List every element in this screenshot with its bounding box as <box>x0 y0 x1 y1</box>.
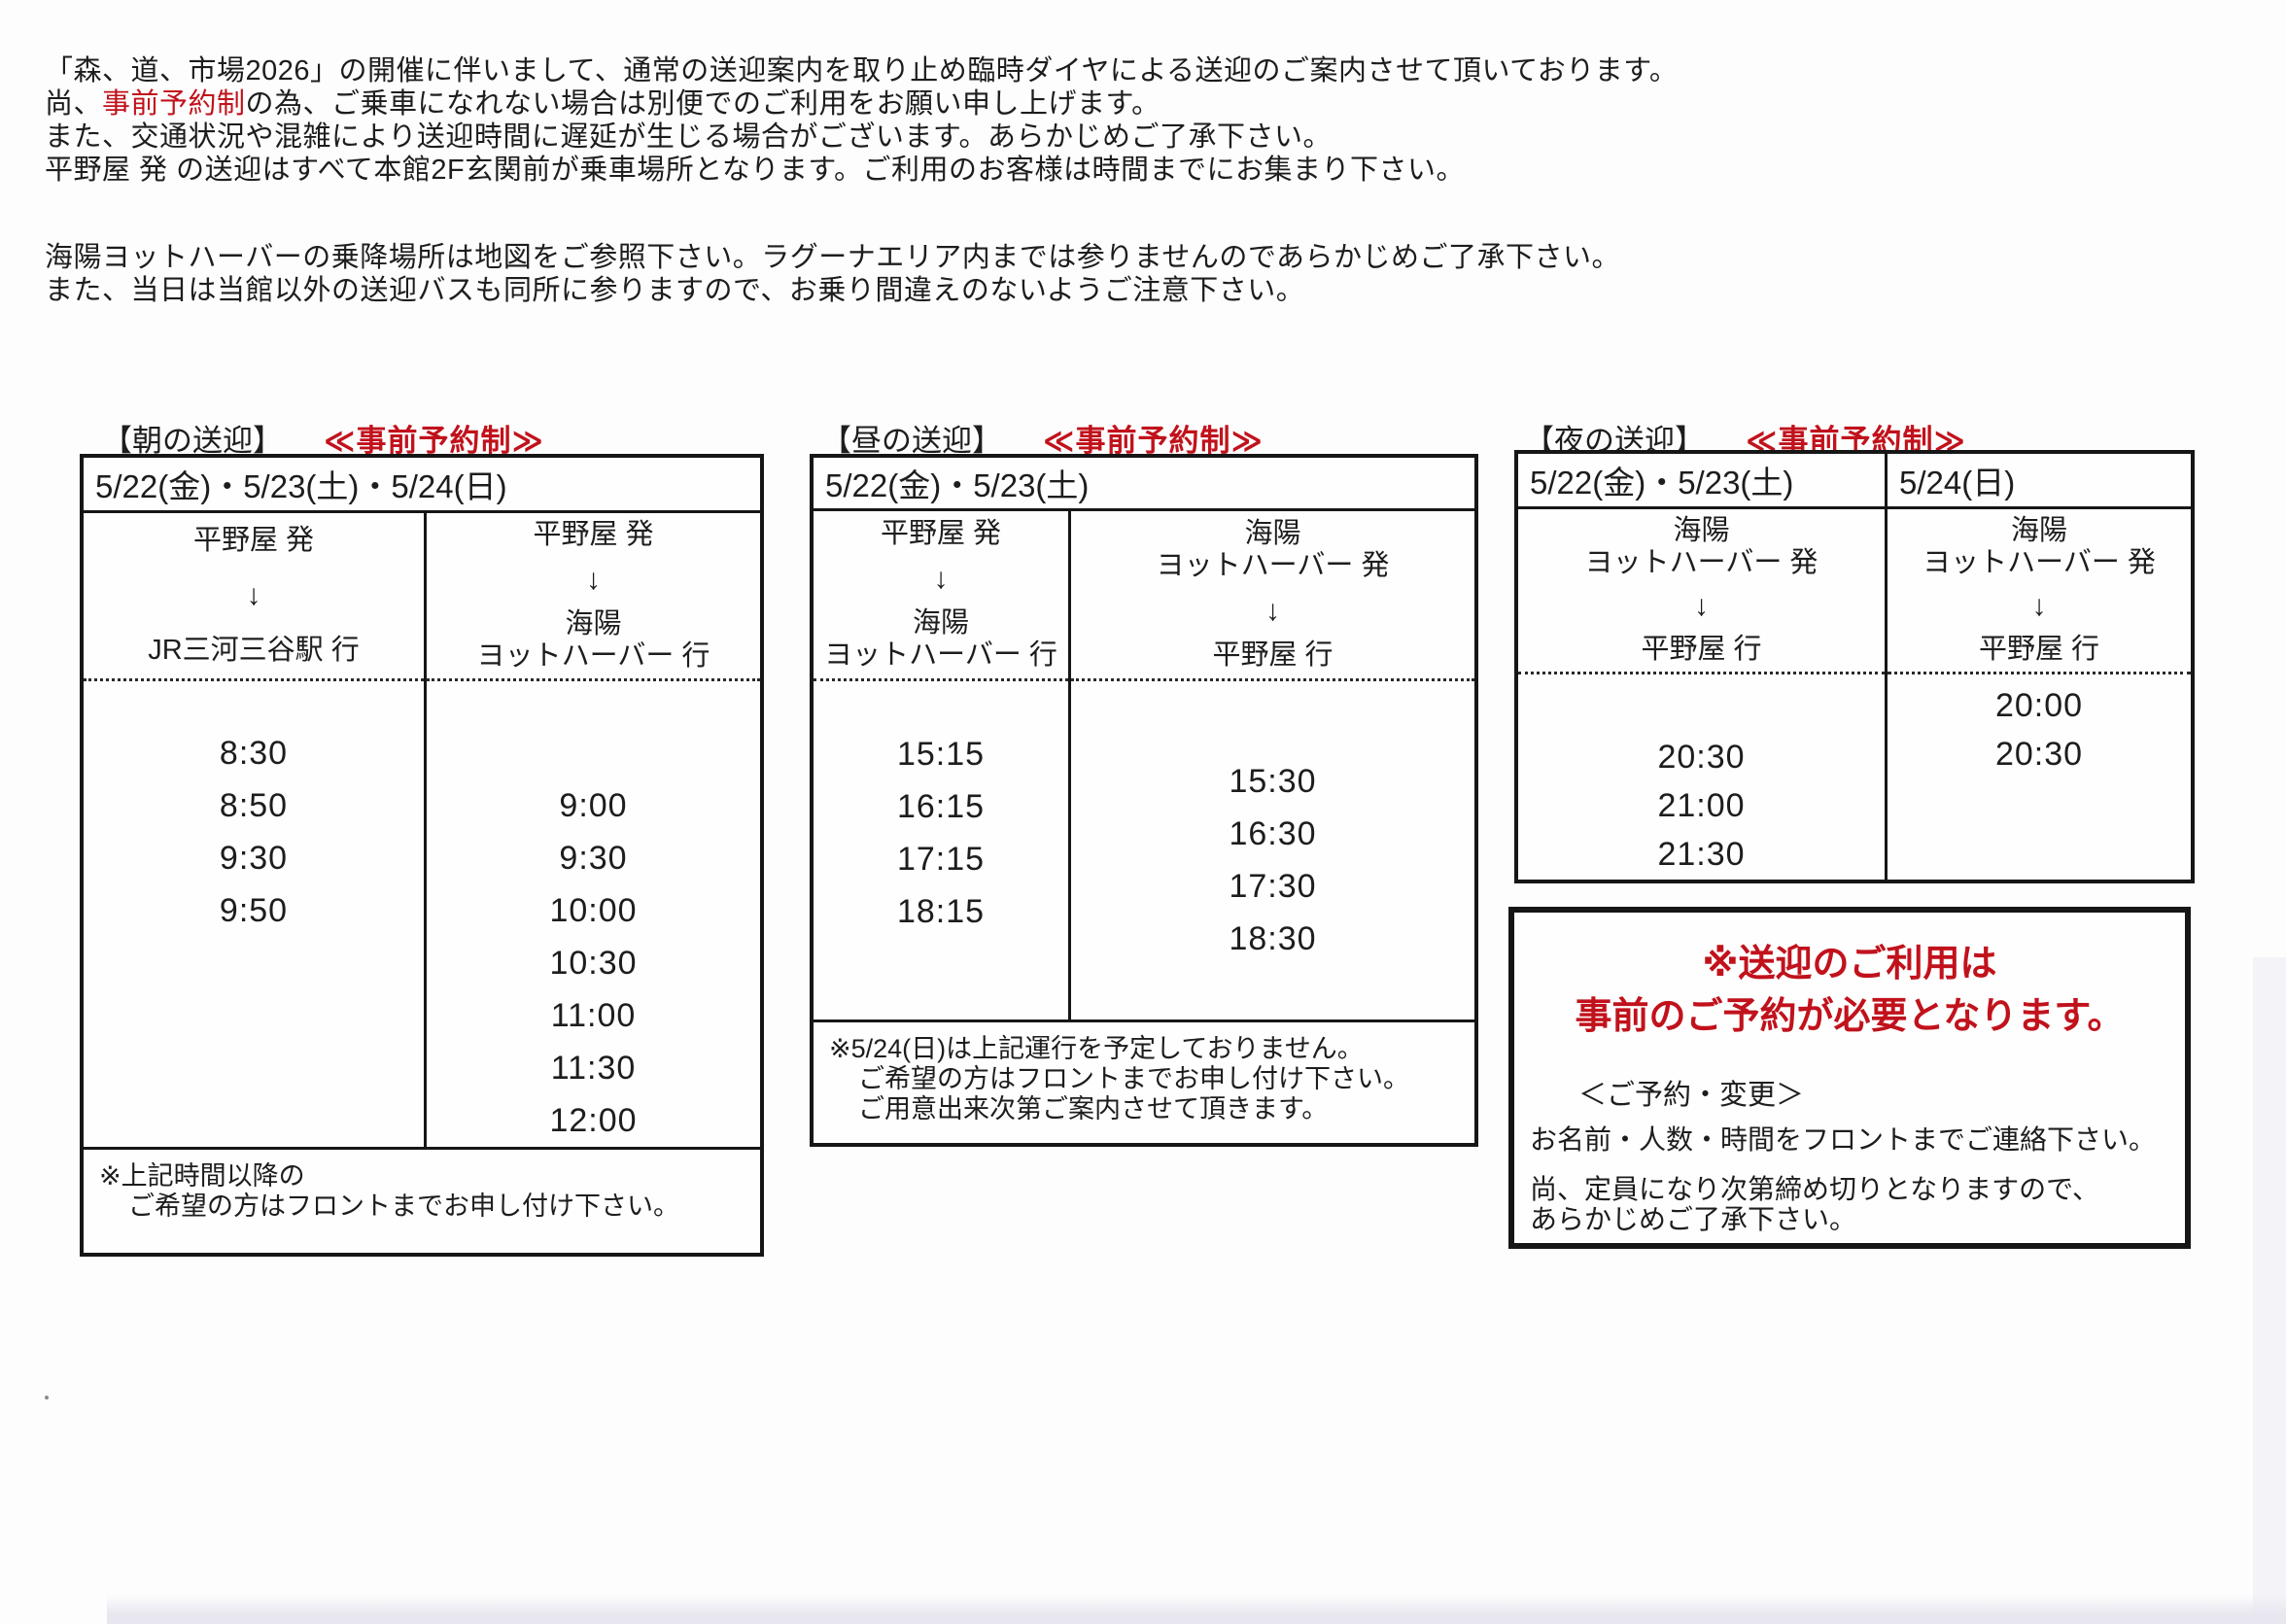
time-cell: 10:00 <box>549 891 638 929</box>
section-title-label: 【昼の送迎】 <box>821 424 1002 458</box>
time-cell: 15:15 <box>896 735 986 773</box>
time-cell: 20:30 <box>1657 738 1746 776</box>
time-cell: 12:00 <box>549 1101 638 1139</box>
down-arrow-icon: ↓ <box>2031 590 2047 623</box>
reservation-headline: ※送迎のご利用は 事前のご予約が必要となります。 <box>1575 944 2125 1037</box>
time-cell: 8:50 <box>219 786 289 824</box>
intro-line: 平野屋 発 の送迎はすべて本館2F玄関前が乗車場所となります。ご利用のお客様は時… <box>45 155 1465 186</box>
intro-line: 海陽ヨットハーバーの乗降場所は地図をご参照下さい。ラグーナエリア内までは参りませ… <box>45 242 1621 273</box>
reservation-instruction: お名前・人数・時間をフロントまでご連絡下さい。 <box>1530 1124 2157 1155</box>
time-cell: 9:30 <box>559 839 628 877</box>
advance-reservation-badge: ≪事前予約制≫ <box>1043 424 1264 458</box>
time-list: 15:30 16:30 17:30 18:30 <box>1071 755 1474 965</box>
intro-line: また、交通状況や混雑により送迎時間に遅延が生じる場合がございます。あらかじめご了… <box>45 121 1333 153</box>
time-cell: 16:30 <box>1229 814 1317 852</box>
noon-section-title: 【昼の送迎】 ≪事前予約制≫ <box>821 416 1264 460</box>
time-cell: 17:30 <box>1229 867 1317 905</box>
morning-section-title: 【朝の送迎】 ≪事前予約制≫ <box>102 416 544 460</box>
time-cell: 21:30 <box>1657 835 1746 873</box>
section-title-label: 【朝の送迎】 <box>102 424 283 458</box>
route-column-hiranoya-to-yachtharbor: 平野屋 発 ↓ 海陽 ヨットハーバー 行 9:00 9:30 10:00 10:… <box>427 513 760 1147</box>
route-column-yachtharbor-to-hiranoya-fri-sat: 海陽 ヨットハーバー 発 ↓ 平野屋 行 20:30 21:00 21:30 <box>1518 509 1888 880</box>
down-arrow-icon: ↓ <box>246 579 261 612</box>
scan-edge-artifact <box>2253 957 2286 1624</box>
table-note: ※5/24(日)は上記運行を予定しておりません。 ご希望の方はフロントまでお申し… <box>814 1019 1474 1143</box>
route-header: 海陽 ヨットハーバー 発 ↓ 平野屋 行 <box>1518 509 1885 674</box>
night-shuttle-table: 5/22(金)・5/23(土) 5/24(日) 海陽 ヨットハーバー 発 ↓ 平… <box>1514 450 2195 883</box>
route-column-hiranoya-to-yachtharbor: 平野屋 発 ↓ 海陽 ヨットハーバー 行 15:15 16:15 17:15 1… <box>814 511 1071 1019</box>
time-cell: 18:30 <box>1229 919 1317 957</box>
intro-paragraph-2: 海陽ヨットハーバーの乗降場所は地図をご参照下さい。ラグーナエリア内までは参りませ… <box>45 241 1620 307</box>
time-cell: 21:00 <box>1657 786 1746 824</box>
date-cell: 5/22(金)・5/23(土) <box>1518 454 1888 506</box>
reservation-instruction: 尚、定員になり次第締め切りとなりますので、 <box>1530 1174 2100 1204</box>
time-list: 9:00 9:30 10:00 10:30 11:00 11:30 12:00 <box>427 779 760 1147</box>
down-arrow-icon: ↓ <box>1694 590 1709 623</box>
time-list: 15:15 16:15 17:15 18:15 <box>814 728 1068 938</box>
reservation-change-subtitle: ＜ご予約・変更＞ <box>1578 1080 1805 1111</box>
time-cell: 15:30 <box>1229 762 1317 800</box>
morning-shuttle-table: 5/22(金)・5/23(土)・5/24(日) 平野屋 発 ↓ JR三河三谷駅 … <box>80 454 764 1257</box>
intro-line: 尚、事前予約制の為、ご乗車になれない場合は別便でのご利用をお願い申し上げます。 <box>45 88 1160 120</box>
time-cell: 20:00 <box>1994 686 2084 724</box>
route-column-yachtharbor-to-hiranoya-sun: 海陽 ヨットハーバー 発 ↓ 平野屋 行 20:00 20:30 <box>1888 509 2191 880</box>
time-list: 8:30 8:50 9:30 9:50 <box>84 727 424 937</box>
time-cell: 10:30 <box>549 944 638 982</box>
time-cell: 18:15 <box>896 892 986 930</box>
route-header: 海陽 ヨットハーバー 発 ↓ 平野屋 行 <box>1888 509 2191 674</box>
time-cell: 9:30 <box>219 839 289 877</box>
date-header: 5/22(金)・5/23(土) <box>814 458 1474 511</box>
route-header: 平野屋 発 ↓ 海陽 ヨットハーバー 行 <box>814 511 1068 681</box>
date-header: 5/22(金)・5/23(土) 5/24(日) <box>1518 454 2191 509</box>
reservation-notice-box: ※送迎のご利用は 事前のご予約が必要となります。 ＜ご予約・変更＞ お名前・人数… <box>1508 907 2191 1249</box>
scan-speck-artifact <box>45 1396 49 1399</box>
scan-edge-artifact <box>107 1595 2286 1624</box>
route-column-yachtharbor-to-hiranoya: 海陽 ヨットハーバー 発 ↓ 平野屋 行 15:30 16:30 17:30 1… <box>1071 511 1474 1019</box>
time-list: 20:30 21:00 21:30 <box>1518 733 1885 879</box>
date-cell: 5/24(日) <box>1899 465 2016 501</box>
intro-line: また、当日は当館以外の送迎バスも同所に参りますので、お乗り間違えのないようご注意… <box>45 275 1305 306</box>
time-cell: 17:15 <box>896 840 986 878</box>
intro-line: 「森、道、市場2026」の開催に伴いまして、通常の送迎案内を取り止め臨時ダイヤに… <box>45 55 1679 86</box>
advance-reservation-badge: ≪事前予約制≫ <box>324 424 544 458</box>
date-header: 5/22(金)・5/23(土)・5/24(日) <box>84 458 760 513</box>
reservation-instruction: あらかじめご了承下さい。 <box>1530 1204 1857 1234</box>
route-column-hiranoya-to-mikawamiya: 平野屋 発 ↓ JR三河三谷駅 行 8:30 8:50 9:30 9:50 <box>84 513 427 1147</box>
down-arrow-icon: ↓ <box>933 562 949 595</box>
intro-paragraph-1: 「森、道、市場2026」の開催に伴いまして、通常の送迎案内を取り止め臨時ダイヤに… <box>45 54 1678 187</box>
table-note: ※上記時間以降の ご希望の方はフロントまでお申し付け下さい。 <box>84 1147 760 1253</box>
time-cell: 9:00 <box>559 786 628 824</box>
noon-shuttle-table: 5/22(金)・5/23(土) 平野屋 発 ↓ 海陽 ヨットハーバー 行 15:… <box>810 454 1478 1147</box>
time-cell: 11:00 <box>550 996 637 1034</box>
time-cell: 16:15 <box>896 787 986 825</box>
route-header: 平野屋 発 ↓ JR三河三谷駅 行 <box>84 513 424 681</box>
time-cell: 9:50 <box>219 891 289 929</box>
time-list: 20:00 20:30 <box>1888 681 2191 778</box>
time-cell: 8:30 <box>219 734 289 772</box>
down-arrow-icon: ↓ <box>586 563 601 596</box>
time-cell: 11:30 <box>550 1049 637 1087</box>
route-header: 平野屋 発 ↓ 海陽 ヨットハーバー 行 <box>427 513 760 681</box>
down-arrow-icon: ↓ <box>1265 594 1280 627</box>
time-cell: 20:30 <box>1994 735 2084 773</box>
advance-reservation-highlight: 事前予約制 <box>102 88 246 120</box>
route-header: 海陽 ヨットハーバー 発 ↓ 平野屋 行 <box>1071 511 1474 681</box>
